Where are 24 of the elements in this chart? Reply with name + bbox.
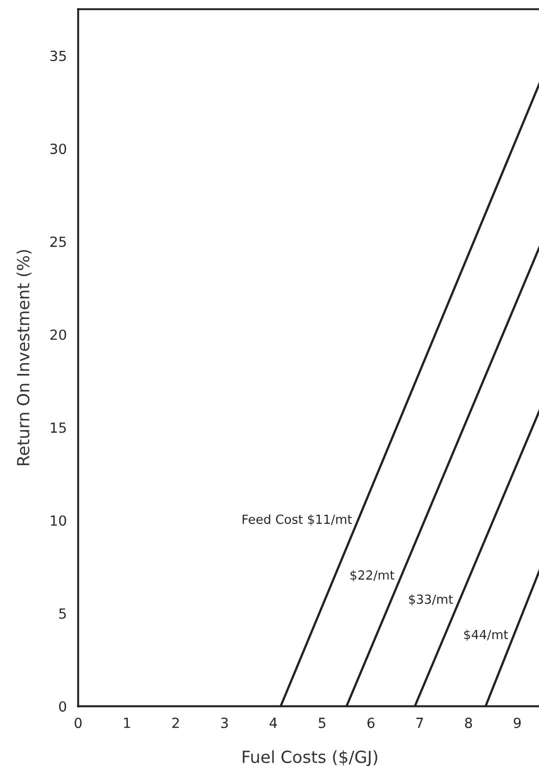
x-tick-label: 3 [221, 718, 228, 728]
annotation: $44/mt [464, 630, 508, 641]
y-axis-title: Return On Investment (%) [16, 250, 32, 466]
x-tick-label: 5 [318, 718, 326, 728]
annotation: $22/mt [350, 570, 394, 582]
y-tick-label: 35 [50, 50, 66, 62]
y-tick-label: 0 [59, 701, 66, 712]
y-tick-label: 10 [50, 515, 66, 526]
x-axis-title: Fuel Costs ($/GJ) [242, 750, 378, 766]
y-tick-label: 20 [50, 329, 66, 340]
x-tick-label: 4 [270, 718, 277, 728]
x-tick-label: 0 [74, 718, 82, 728]
x-tick-label: 1 [124, 718, 130, 728]
annotation: $33/mt [409, 594, 453, 606]
y-tick-label: 25 [50, 236, 66, 248]
y-tick-label: 30 [50, 144, 66, 154]
x-tick-label: 9 [514, 718, 521, 728]
x-tick-label: 6 [367, 718, 374, 728]
annotation: Feed Cost $11/mt [242, 514, 352, 526]
x-tick-label: 8 [465, 718, 472, 728]
y-tick-label: 5 [59, 608, 66, 619]
y-tick-label: 15 [50, 422, 66, 433]
x-tick-label: 7 [416, 718, 423, 728]
x-tick-label: 2 [172, 718, 179, 728]
